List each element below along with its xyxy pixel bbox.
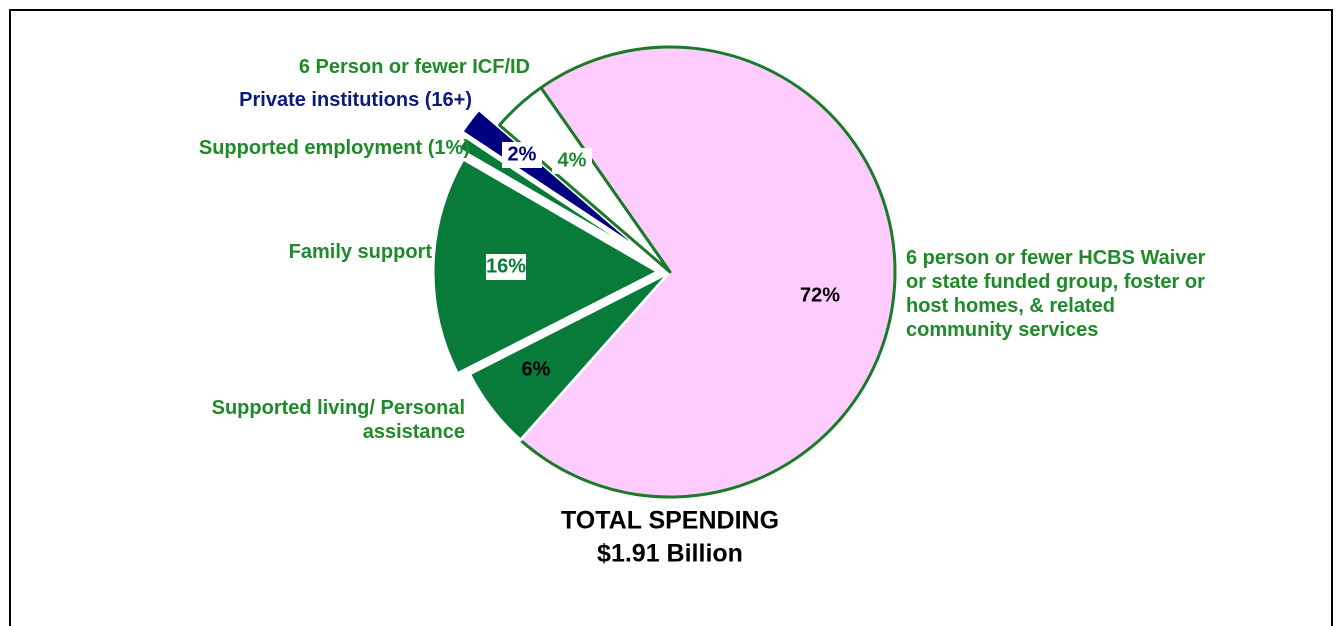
value-label: 72%	[800, 284, 840, 306]
slice-label: 6 person or fewer HCBS Waiver or state f…	[906, 247, 1206, 341]
pie-slice	[498, 86, 672, 274]
pie-slice	[456, 135, 655, 263]
chart-title: TOTAL SPENDING	[561, 507, 779, 535]
pie-slice	[431, 157, 660, 376]
pie-slice	[519, 45, 897, 499]
value-label: 16%	[486, 255, 526, 277]
value-label: 2%	[508, 143, 537, 165]
slice-label: Private institutions (16+)	[239, 89, 472, 111]
chart-subtitle: $1.91 Billion	[597, 540, 743, 568]
pie-slice	[467, 270, 672, 442]
value-label: 4%	[558, 149, 587, 171]
value-label-bg	[502, 142, 542, 168]
value-label-bg	[486, 254, 526, 280]
slice-label: 6 Person or fewer ICF/ID	[298, 56, 530, 78]
pie	[431, 45, 897, 499]
slice-label: Supported employment (1%)	[198, 137, 470, 159]
value-label-bg	[552, 148, 592, 174]
slice-label: Supported living/ Personal assistance	[211, 397, 465, 443]
slice-label: Family support	[288, 241, 432, 263]
value-label: 6%	[522, 358, 551, 380]
